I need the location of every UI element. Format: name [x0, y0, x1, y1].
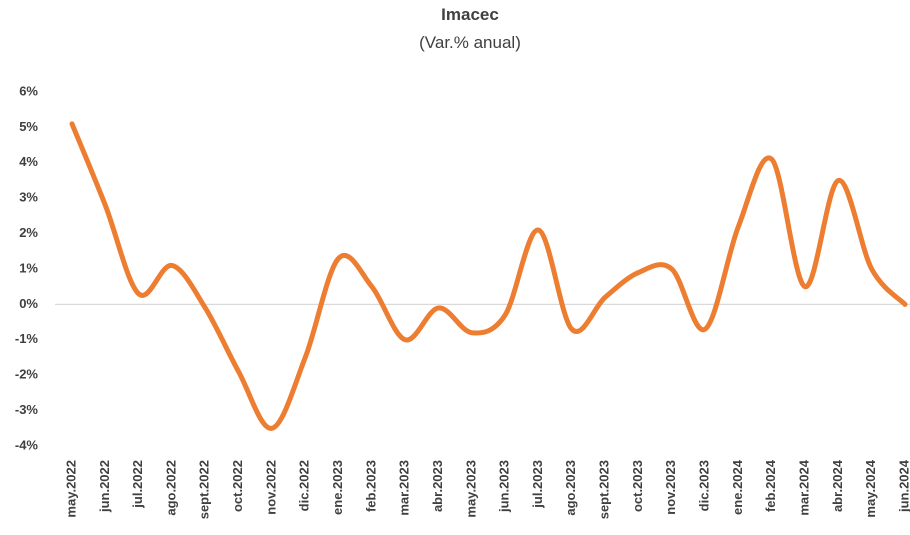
y-tick-label: 2% — [19, 225, 38, 240]
y-tick-label: 5% — [19, 119, 38, 134]
x-tick-label: may.2024 — [863, 459, 878, 517]
y-tick-label: 6% — [19, 83, 38, 98]
x-tick-label: jul.2022 — [130, 460, 145, 509]
x-tick-label: sept.2022 — [197, 460, 212, 519]
x-tick-label: ene.2023 — [330, 460, 345, 515]
x-tick-label: oct.2022 — [230, 460, 245, 512]
y-tick-label: 0% — [19, 296, 38, 311]
x-tick-label: nov.2023 — [663, 460, 678, 515]
x-tick-label: feb.2024 — [763, 459, 778, 512]
y-tick-label: -1% — [15, 331, 39, 346]
x-tick-label: mar.2024 — [796, 459, 811, 515]
chart-subtitle: (Var.% anual) — [419, 33, 521, 52]
x-tick-label: oct.2023 — [630, 460, 645, 512]
y-tick-label: -3% — [15, 402, 39, 417]
x-tick-label: abr.2023 — [430, 460, 445, 512]
x-tick-label: sept.2023 — [597, 460, 612, 519]
x-tick-label: feb.2023 — [363, 460, 378, 512]
x-tick-label: mar.2023 — [397, 460, 412, 516]
y-tick-label: -2% — [15, 367, 39, 382]
x-tick-label: may.2022 — [63, 460, 78, 518]
y-tick-label: 1% — [19, 260, 38, 275]
x-tick-label: jul.2023 — [530, 460, 545, 509]
x-tick-label: jun.2024 — [896, 459, 910, 513]
chart-title: Imacec — [441, 5, 499, 24]
y-tick-label: 4% — [19, 154, 38, 169]
x-tick-label: ago.2023 — [563, 460, 578, 516]
series-line — [69, 121, 908, 431]
x-tick-label: jun.2023 — [497, 460, 512, 513]
x-tick-label: dic.2023 — [697, 460, 712, 511]
y-tick-label: -4% — [15, 437, 39, 452]
x-tick-label: nov.2022 — [263, 460, 278, 515]
y-tick-label: 3% — [19, 190, 38, 205]
x-tick-label: may.2023 — [463, 460, 478, 518]
x-tick-label: abr.2024 — [830, 459, 845, 512]
x-tick-label: jun.2022 — [97, 460, 112, 513]
x-tick-label: dic.2022 — [297, 460, 312, 511]
x-tick-label: ene.2024 — [730, 459, 745, 515]
x-tick-label: ago.2022 — [163, 460, 178, 516]
